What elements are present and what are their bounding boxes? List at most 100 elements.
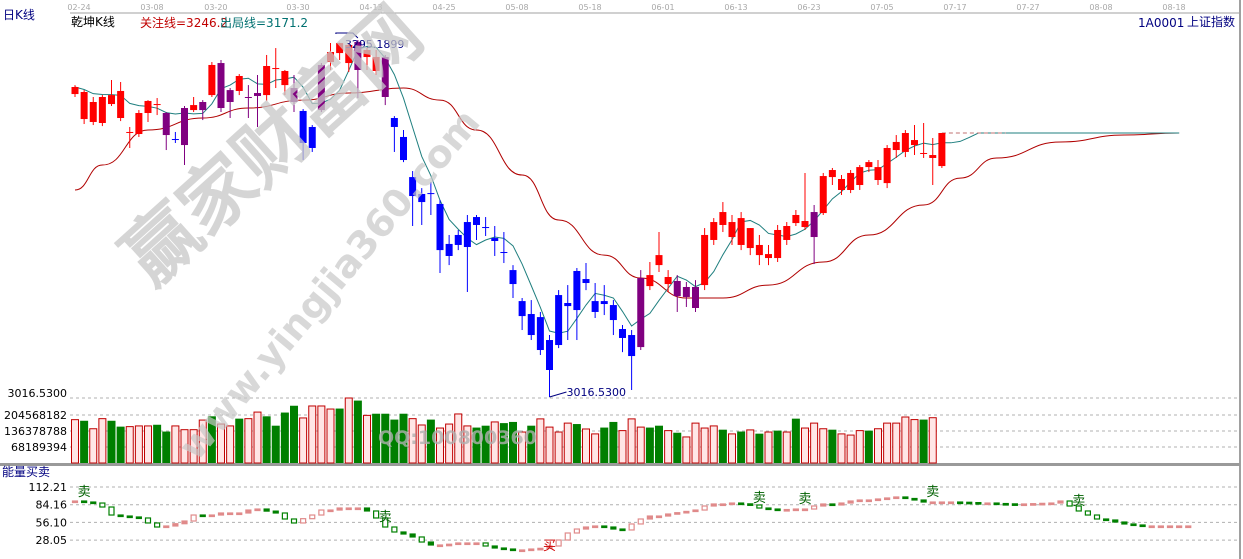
candle-body[interactable] [381,57,389,97]
volume-bar-down[interactable] [655,425,663,463]
volume-bar-up[interactable] [591,433,600,464]
candle-body[interactable] [518,301,526,317]
volume-bar-up[interactable] [627,418,636,464]
volume-bar-up[interactable] [445,423,454,464]
candle-body[interactable] [938,132,946,167]
candle-body[interactable] [254,93,261,96]
volume-bar-down[interactable] [235,418,244,463]
volume-bar-up[interactable] [746,429,755,464]
volume-bar-down[interactable] [271,425,280,463]
volume-bar-up[interactable] [98,418,107,464]
volume-bar-up[interactable] [837,433,846,464]
period-label[interactable]: 日K线 [3,8,35,22]
candle-body[interactable] [418,193,426,203]
candle-body[interactable] [883,147,891,184]
candle-body[interactable] [536,317,544,351]
candle-body[interactable] [929,155,937,158]
candle-body[interactable] [400,136,407,161]
candle-body[interactable] [774,229,782,259]
candle-body[interactable] [354,42,362,70]
candle-body[interactable] [701,234,709,286]
candle-body[interactable] [828,170,836,178]
candle-body[interactable] [308,126,316,148]
candle-body[interactable] [901,132,909,152]
candle-body[interactable] [874,167,882,181]
candle-body[interactable] [746,228,754,249]
volume-bar-up[interactable] [764,431,773,464]
volume-bar-down[interactable] [116,426,125,463]
candle-body[interactable] [199,101,207,111]
volume-bar-down[interactable] [207,416,216,463]
volume-bar-down[interactable] [673,432,682,463]
candle-body[interactable] [98,96,106,124]
volume-bar-up[interactable] [134,425,143,464]
candle-body[interactable] [491,238,499,241]
volume-bar-up[interactable] [89,428,98,464]
volume-bar-down[interactable] [372,413,381,463]
volume-bar-up[interactable] [536,418,545,464]
candle-body[interactable] [299,110,307,143]
volume-bar-up[interactable] [636,426,645,464]
candle-body[interactable] [792,214,800,224]
volume-bar-down[interactable] [481,425,490,463]
volume-bar-up[interactable] [317,405,326,464]
candle-body[interactable] [409,177,417,197]
volume-bar-down[interactable] [600,427,609,463]
candle-body[interactable] [801,221,809,228]
volume-bar-up[interactable] [171,425,180,464]
candle-body[interactable] [427,193,435,195]
volume-bar-down[interactable] [280,412,289,463]
volume-bar-up[interactable] [226,425,235,464]
volume-bar-up[interactable] [308,405,317,464]
volume-bar-up[interactable] [344,397,353,464]
candle-body[interactable] [272,68,280,70]
volume-bar-down[interactable] [107,420,116,463]
candle-body[interactable] [591,301,599,312]
volume-bar-up[interactable] [664,430,673,464]
volume-bar-up[interactable] [408,418,417,464]
volume-bar-up[interactable] [198,419,207,464]
volume-bar-up[interactable] [326,408,335,464]
volume-bar-up[interactable] [363,414,371,464]
candle-body[interactable] [281,70,289,86]
volume-bar-down[interactable] [572,424,581,463]
volume-bar-up[interactable] [463,425,472,464]
candle-body[interactable] [463,222,471,248]
volume-bar-down[interactable] [426,419,435,463]
volume-bar-up[interactable] [518,431,527,464]
volume-bar-up[interactable] [253,411,262,464]
candle-body[interactable] [190,105,198,111]
volume-bar-up[interactable] [691,422,700,464]
candle-body[interactable] [920,152,928,154]
volume-bar-up[interactable] [490,421,499,464]
candle-body[interactable] [847,172,855,191]
candle-body[interactable] [765,254,772,259]
volume-bar-up[interactable] [454,413,463,464]
candle-body[interactable] [235,75,243,91]
volume-bar-up[interactable] [782,431,791,464]
candle-body[interactable] [719,212,727,225]
candle-body[interactable] [71,87,79,95]
candle-body[interactable] [573,270,581,311]
volume-bar-down[interactable] [390,419,399,463]
volume-bar-up[interactable] [819,428,828,464]
candle-body[interactable] [655,255,663,266]
candle-body[interactable] [445,243,453,256]
volume-bar-down[interactable] [864,430,873,463]
volume-bar-down[interactable] [919,419,928,463]
volume-bar-down[interactable] [509,421,517,463]
candle-body[interactable] [582,279,590,284]
volume-bar-up[interactable] [801,427,809,464]
volume-bar-down[interactable] [773,430,782,463]
volume-bar-up[interactable] [71,419,79,464]
candle-body[interactable] [80,92,88,120]
candle-body[interactable] [135,113,143,135]
candle-body[interactable] [783,226,791,240]
candle-body[interactable] [345,44,353,64]
volume-bar-down[interactable] [262,416,271,463]
candle-body[interactable] [692,286,699,308]
candle-body[interactable] [637,278,645,348]
candle-body[interactable] [838,178,845,191]
candle-body[interactable] [755,244,763,256]
volume-bar-up[interactable] [709,425,718,464]
